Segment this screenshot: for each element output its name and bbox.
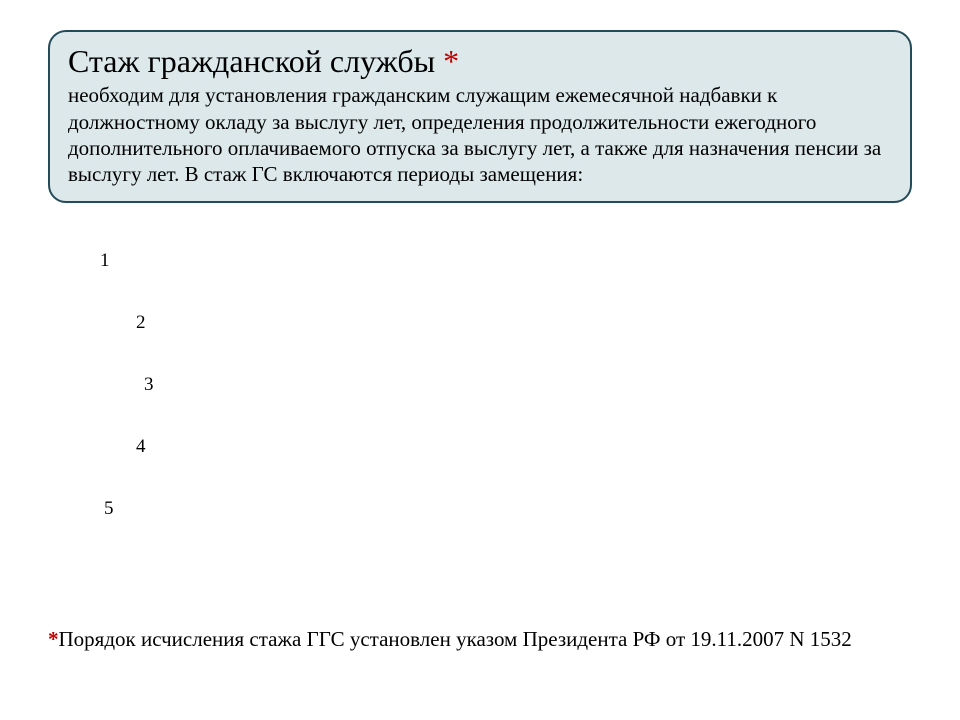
list-number: 2: [136, 312, 146, 334]
header-box: Стаж гражданской службы * необходим для …: [48, 30, 912, 203]
list-number: 3: [144, 374, 154, 396]
slide-page: Стаж гражданской службы * необходим для …: [0, 0, 960, 720]
list-item: 2: [100, 312, 880, 374]
list-item: 5: [100, 498, 880, 560]
footnote-text: Порядок исчисления стажа ГГС установлен …: [59, 627, 852, 651]
header-title: Стаж гражданской службы *: [68, 42, 892, 80]
list-item: 3: [100, 374, 880, 436]
footnote-asterisk: *: [48, 627, 59, 651]
list-item: 4: [100, 436, 880, 498]
header-asterisk: *: [443, 43, 459, 79]
header-title-text: Стаж гражданской службы: [68, 43, 435, 79]
list-number: 1: [100, 250, 110, 272]
list-item: 1: [100, 250, 880, 312]
header-description: необходим для установления гражданским с…: [68, 82, 892, 187]
numbered-list: 1 2 3 4 5: [100, 250, 880, 560]
list-number: 5: [104, 498, 114, 520]
footnote: *Порядок исчисления стажа ГГС установлен…: [48, 626, 912, 653]
list-number: 4: [136, 436, 146, 458]
